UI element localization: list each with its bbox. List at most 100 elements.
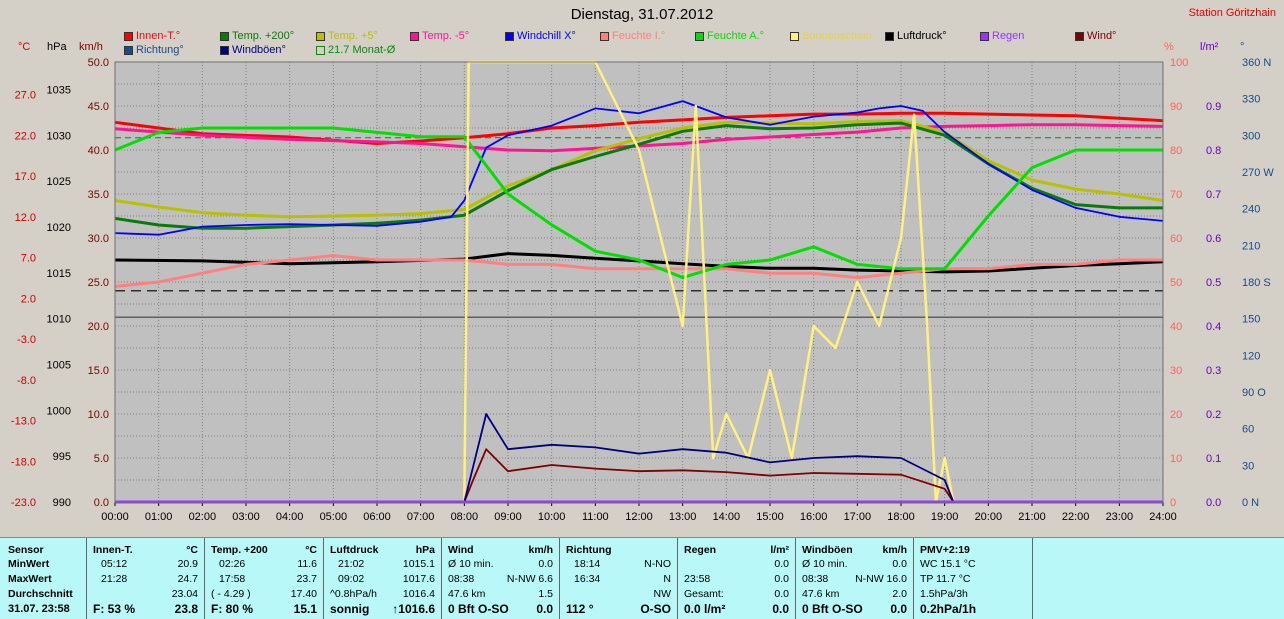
stats-cell-left: 47.6 km (802, 588, 840, 600)
stats-cell-row: 18:14 N-NO (560, 557, 677, 572)
stats-col-regen: Regen l/m² 0.0 23:58 0.0 Gesamt: 0.0 0.0 l/m² 0.… (678, 538, 796, 619)
stats-header-windboeen: Windböen km/h (796, 538, 913, 557)
stats-cell-right: 15.1 (293, 602, 317, 616)
stats-cell-right: ↑1016.6 (392, 602, 435, 616)
stats-header-label: Temp. +200 (211, 544, 268, 556)
temp-axis-tick: 7.0 (21, 253, 36, 265)
stats-header-richtung: Richtung (560, 538, 677, 557)
stats-cell-right: 0.0 (536, 602, 553, 616)
temp-axis-unit: °C (18, 41, 30, 53)
stats-header-label: Regen (684, 544, 717, 556)
pressure-axis-tick: 995 (53, 451, 71, 463)
legend-swatch (695, 31, 704, 41)
pressure-axis-unit: hPa (47, 41, 67, 53)
legend-swatch (600, 31, 609, 41)
stats-cell-right: 0.0 (538, 558, 553, 570)
stats-header-sensor: Sensor (8, 544, 44, 556)
stats-cell-mid: N-NW 16.0 (855, 573, 907, 585)
legend-item: Feuchte A.° (695, 30, 764, 42)
legend-item: 21.7 Monat-Ø (316, 44, 395, 56)
weather-chart: 00:00 01:00 02:00 03:00 04:00 05:00 06:00 07:00… (11, 41, 1274, 523)
legend-label: Windböen° (232, 44, 286, 56)
stats-cell-left: 02:26 (219, 558, 246, 570)
pressure-axis-tick: 1015 (47, 268, 71, 280)
stats-cell-right: 23.04 (171, 588, 198, 600)
stats-cell-row: sonnig ↑1016.6 (324, 602, 441, 617)
stats-cell-right: O-SO (640, 602, 671, 616)
stats-cell-left: 18:14 (574, 558, 601, 570)
stats-header-label: Windböen (802, 544, 853, 556)
series-line-2 (114, 119, 1164, 219)
pressure-axis-tick: 1030 (47, 130, 71, 142)
stats-header-unit: hPa (415, 544, 435, 556)
stats-cell: 0.2hPa/1h (920, 602, 977, 616)
direction-axis-tick: 360 N (1242, 57, 1271, 69)
stats-cell-row: 0.0 l/m² 0.0 (678, 602, 795, 617)
wind-axis-tick: 30.0 (88, 233, 109, 245)
legend-label: Richtung° (136, 44, 184, 56)
legend-swatch (124, 31, 133, 41)
stats-cell-right: 1015.1 (402, 558, 435, 570)
stats-header-luftdruck: Luftdruck hPa (324, 538, 441, 557)
stats-cell-row: Ø 10 min. 0.0 (442, 557, 559, 572)
legend-label: Temp. +5° (328, 30, 378, 42)
legend-label: Sonnenschein (802, 30, 872, 42)
stats-cell-right: 1016.4 (402, 588, 435, 600)
pressure-axis-tick: 1000 (47, 405, 71, 417)
temp-axis-tick: 2.0 (21, 293, 36, 305)
stats-cell-left: F: 80 % (211, 602, 254, 616)
x-tick-label: 16:00 (800, 511, 828, 523)
legend-label: 21.7 Monat-Ø (328, 44, 396, 56)
stats-cell-right: 17.40 (290, 588, 317, 600)
stats-panel: Sensor MinWert MaxWert Durchschnitt 31.0… (0, 537, 1284, 619)
direction-axis-tick: 180 S (1242, 277, 1271, 289)
x-tick-label: 20:00 (975, 511, 1003, 523)
series-line-8 (115, 60, 1163, 504)
legend-item: Luftdruck° (885, 30, 947, 42)
legend-label: Temp. +200° (232, 30, 295, 42)
x-tick-label: 11:00 (582, 511, 609, 523)
x-tick-label: 01:00 (145, 511, 173, 523)
wind-axis-tick: 50.0 (88, 57, 109, 69)
stats-cell: TP 11.7 °C (920, 573, 971, 585)
temp-axis-tick: 12.0 (15, 212, 36, 224)
wind-axis-tick: 20.0 (88, 321, 109, 333)
stats-label-max: MaxWert (8, 573, 52, 585)
wind-axis-tick: 15.0 (88, 365, 109, 377)
x-tick-label: 09:00 (494, 511, 522, 523)
stats-cell-left: 16:34 (574, 573, 601, 585)
stats-cell-right: 0.0 (772, 602, 789, 616)
stats-col-innen: Innen-T. °C 05:12 20.9 21:28 24.7 23.04 F: 53 %… (87, 538, 205, 619)
x-tick-label: 22:00 (1062, 511, 1090, 523)
direction-axis-tick: 90 O (1242, 387, 1266, 399)
stats-col-pmv: PMV+2:19 WC 15.1 °C TP 11.7 °C 1.5hPa/3h 0.2… (914, 538, 1033, 619)
stats-cell-row: 16:34 N (560, 572, 677, 587)
stats-cell-left: 23:58 (684, 573, 711, 585)
stats-cell-row: 47.6 km 2.0 (796, 587, 913, 602)
stats-cell-left: Gesamt: (684, 588, 724, 600)
stats-cell-row: 0.0 (678, 557, 795, 572)
stats-cell-row: WC 15.1 °C (914, 557, 1032, 572)
pressure-axis-tick: 990 (53, 497, 71, 509)
stats-cell-left: sonnig (330, 602, 370, 616)
humidity-axis-tick: 60 (1170, 233, 1182, 245)
direction-axis-tick: 210 (1242, 240, 1260, 252)
stats-header-label: PMV+2:19 (920, 544, 970, 556)
legend-item: Temp. -5° (410, 30, 469, 42)
legend-swatch (316, 45, 325, 55)
stats-cell-right: 0.0 (774, 573, 789, 585)
stats-cell-row: ( - 4.29 ) 17.40 (205, 587, 323, 602)
stats-cell-left: 17:58 (219, 573, 246, 585)
stats-label-min: MinWert (8, 558, 50, 570)
direction-axis-tick: 30 (1242, 460, 1254, 472)
temp-axis-tick: 22.0 (15, 130, 36, 142)
stats-header-unit: °C (305, 544, 317, 556)
stats-cell-row: F: 53 % 23.8 (87, 602, 204, 617)
stats-header-label: Richtung (566, 544, 612, 556)
wind-axis-tick: 5.0 (94, 453, 109, 465)
stats-cell-left: ( - 4.29 ) (211, 588, 251, 600)
stats-cell-row: 08:38 N-NW 6.6 (442, 572, 559, 587)
rain-axis-tick: 0.1 (1206, 453, 1221, 465)
stats-cell-right: N (663, 573, 671, 585)
stats-cell-left: 08:38 (448, 573, 475, 585)
